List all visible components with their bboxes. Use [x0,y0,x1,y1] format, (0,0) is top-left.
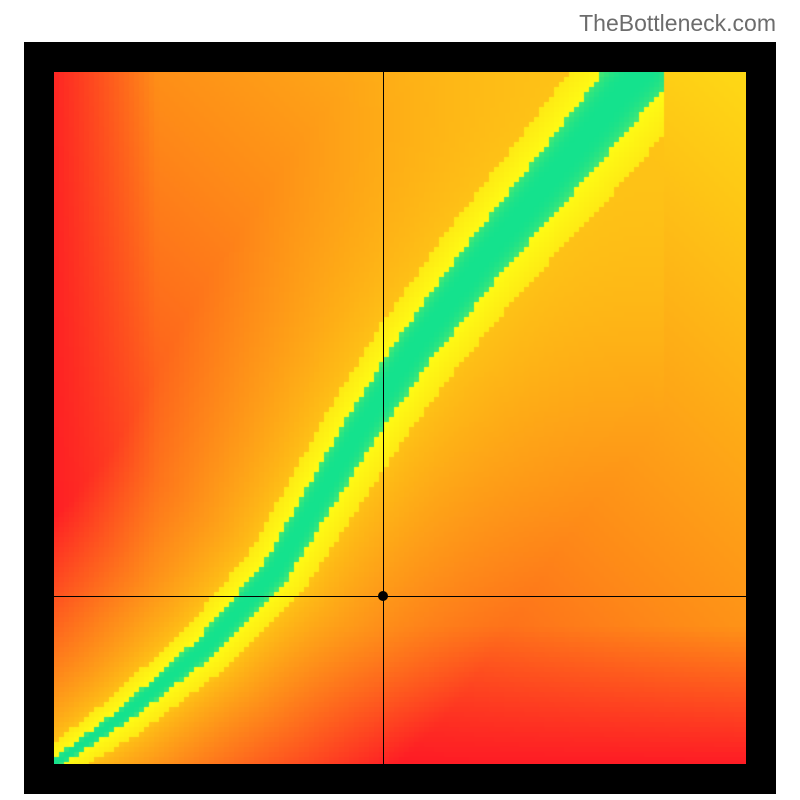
crosshair-marker-dot [378,591,388,601]
watermark-text: TheBottleneck.com [579,10,776,37]
chart-frame [24,42,776,794]
crosshair-vertical [383,72,384,764]
image-container: TheBottleneck.com [0,0,800,800]
heatmap-canvas [54,72,746,764]
crosshair-horizontal [54,596,746,597]
